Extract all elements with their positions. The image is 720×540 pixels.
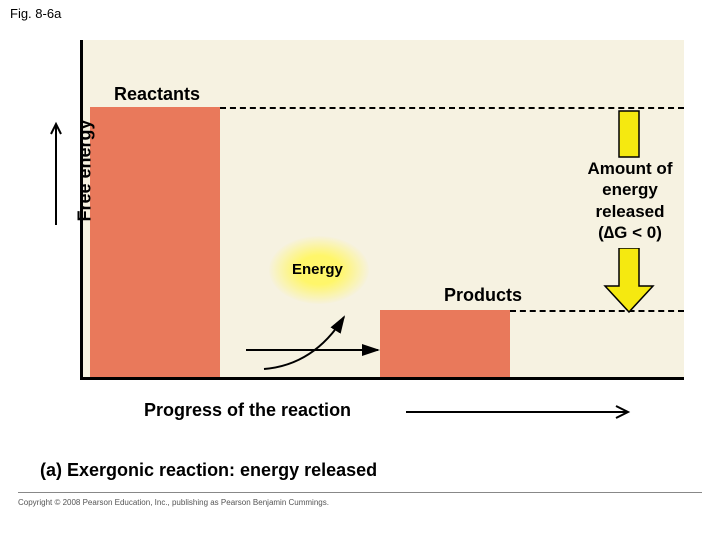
y-axis-label: Free energy <box>75 119 96 221</box>
products-label: Products <box>444 285 522 306</box>
dashed-line-lower <box>510 310 684 312</box>
reactants-bar <box>90 107 220 377</box>
divider <box>18 492 702 493</box>
delta-g-line4: (∆G < 0) <box>598 223 662 242</box>
caption: (a) Exergonic reaction: energy released <box>40 460 377 481</box>
y-axis-arrow-icon <box>50 120 62 230</box>
figure-label: Fig. 8-6a <box>10 6 61 21</box>
energy-label: Energy <box>292 261 343 278</box>
reactants-label: Reactants <box>114 84 204 105</box>
delta-g-text: Amount of energy released (∆G < 0) <box>560 158 700 243</box>
yellow-arrow-bottom-icon <box>603 248 655 314</box>
delta-g-line2: energy <box>602 180 658 199</box>
products-bar <box>380 310 510 377</box>
x-axis-arrow-icon <box>404 405 634 419</box>
energy-curve-arrow-icon <box>259 307 369 377</box>
x-axis-label: Progress of the reaction <box>144 400 351 421</box>
delta-g-line3: released <box>596 202 665 221</box>
delta-g-line1: Amount of <box>588 159 673 178</box>
x-axis <box>80 377 684 380</box>
yellow-arrow-top-icon <box>609 109 649 159</box>
copyright-text: Copyright © 2008 Pearson Education, Inc.… <box>18 498 329 507</box>
diagram-area: Energy Reactants Products Free energy Pr… <box>64 40 684 440</box>
